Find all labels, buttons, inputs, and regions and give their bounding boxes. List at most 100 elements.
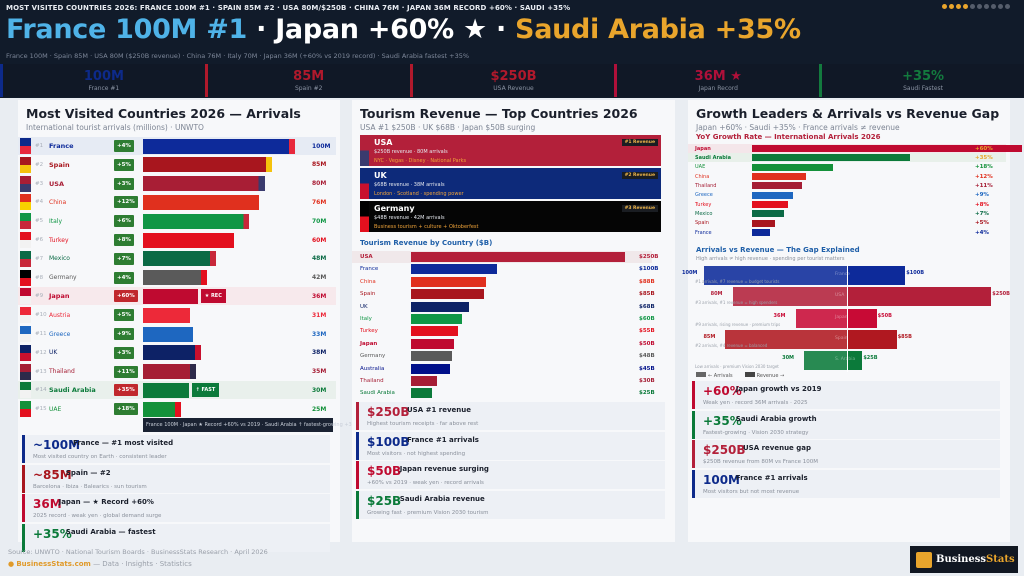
arrivals-value: 30M xyxy=(312,386,327,394)
insight-title: Saudi Arabia — fastest xyxy=(65,527,156,536)
gap-row[interactable]: 80M $250B USA #3 arrivals, #1 revenue = hig… xyxy=(688,287,1010,307)
card-desc: $48B revenue · 42M arrivals xyxy=(374,215,445,221)
revenue-row[interactable]: Japan $50B xyxy=(352,338,655,350)
growth-row[interactable]: Greece +9% xyxy=(688,191,1006,200)
revenue-card[interactable]: USA $250B revenue · 80M arrivals NYC · Veg… xyxy=(360,135,661,166)
kpi-card: 85M Spain #2 xyxy=(204,64,410,97)
insight-title: Japan growth vs 2019 xyxy=(735,385,822,393)
growth-bar xyxy=(752,191,793,199)
growth-row[interactable]: Thailand +11% xyxy=(688,181,1006,190)
growth-value: +8% xyxy=(975,201,989,208)
growth-row[interactable]: Japan +60% xyxy=(688,144,1022,153)
revenue-row[interactable]: UK $68B xyxy=(352,301,655,313)
insight-value: +35% xyxy=(703,413,742,428)
gap-row[interactable]: 100M $100B France #1 arrivals, #7 revenue =… xyxy=(682,266,1008,285)
page-dot[interactable] xyxy=(970,4,975,9)
growth-bar xyxy=(752,210,784,218)
arrivals-row[interactable]: #3 USA +3% 80M xyxy=(18,175,336,193)
revenue-row[interactable]: Spain $85B xyxy=(352,288,655,300)
growth-badge: +12% xyxy=(114,196,138,209)
arrivals-bar xyxy=(143,232,235,248)
arrivals-value: 42M xyxy=(312,274,327,282)
gap-row[interactable]: 36M $50B Japan #9 arrivals, rising revenue … xyxy=(688,308,1008,328)
footer-brand: ● BusinessStats.com — Data · Insights · … xyxy=(8,560,192,568)
growth-row[interactable]: Spain +5% xyxy=(688,219,1006,228)
revenue-row[interactable]: China $88B xyxy=(352,276,655,288)
rank: #11 xyxy=(35,331,47,337)
arrivals-row[interactable]: #7 Mexico +7% 48M xyxy=(18,250,336,268)
arrivals-value: 35M xyxy=(312,368,327,376)
arrivals-row[interactable]: #13 Thailand +11% 35M xyxy=(18,363,336,381)
gap-row[interactable]: 30M $25B S. Arabia Low arrivals · premium V… xyxy=(688,351,1008,371)
arrivals-row[interactable]: #2 Spain +5% 85M xyxy=(18,156,336,174)
page-dots[interactable] xyxy=(942,4,1010,9)
revenue-row[interactable]: Saudi Arabia $25B xyxy=(352,387,655,399)
arrivals-row[interactable]: #9 Japan +60% ★ REC 36M xyxy=(18,287,336,306)
revenue-row[interactable]: Germany $48B xyxy=(352,350,655,362)
page-dot[interactable] xyxy=(949,4,954,9)
growth-row[interactable]: France +4% xyxy=(688,228,1006,237)
arrivals-bar xyxy=(143,288,198,304)
rank: #4 xyxy=(35,199,44,206)
revenue-bar xyxy=(411,314,463,324)
revenue-bar xyxy=(411,301,470,312)
arrivals-row[interactable]: #14 Saudi Arabia +35% ↑ FAST 30M xyxy=(18,381,336,400)
page-dot[interactable] xyxy=(942,4,947,9)
flag-icon xyxy=(20,194,31,211)
growth-badge: +3% xyxy=(114,177,134,190)
growth-row[interactable]: Turkey +8% xyxy=(688,200,1006,209)
revenue-card[interactable]: UK $68B revenue · 38M arrivals London · Sc… xyxy=(360,168,661,199)
revenue-row[interactable]: Turkey $55B xyxy=(352,325,655,337)
country-name: Spain xyxy=(695,220,709,227)
page-dot[interactable] xyxy=(991,4,996,9)
revenue-row[interactable]: USA $250B xyxy=(352,251,659,263)
insight-title: USA revenue gap xyxy=(743,444,811,452)
page-dot[interactable] xyxy=(956,4,961,9)
revenue-value: $48B xyxy=(639,353,655,360)
page-dot[interactable] xyxy=(1005,4,1010,9)
arrivals-row[interactable]: #6 Turkey +8% 60M xyxy=(18,231,336,249)
header-subtitle: France 100M · Spain 85M · USA 80M ($250B… xyxy=(6,52,470,60)
country-name: Australia xyxy=(360,365,385,372)
brand-link[interactable]: BusinessStats.com xyxy=(16,560,91,568)
arrivals-row[interactable]: #10 Austria +5% 31M xyxy=(18,306,336,324)
growth-row[interactable]: China +12% xyxy=(688,172,1006,181)
flag-icon xyxy=(20,307,31,324)
arrivals-row[interactable]: #8 Germany +4% 42M xyxy=(18,269,336,287)
revenue-row[interactable]: France $100B xyxy=(352,263,659,275)
revenue-card[interactable]: Germany $48B revenue · 42M arrivals Busine… xyxy=(360,201,661,232)
card-desc: $68B revenue · 38M arrivals xyxy=(374,182,445,188)
growth-row[interactable]: Mexico +7% xyxy=(688,209,1006,218)
arrivals-row[interactable]: #12 UK +3% 38M xyxy=(18,344,336,362)
flag-icon xyxy=(20,269,31,286)
insight-title: Saudi Arabia revenue xyxy=(399,494,485,503)
page-dot[interactable] xyxy=(998,4,1003,9)
kpi-card: $250B USA Revenue xyxy=(409,64,615,97)
arrivals-row[interactable]: #1 France +4% 100M xyxy=(18,137,336,155)
gap-note: #1 arrivals, #7 revenue = budget tourist… xyxy=(695,279,780,284)
revenue-bar xyxy=(848,351,863,371)
arrivals-row[interactable]: #11 Greece +9% 33M xyxy=(18,325,336,343)
page-dot[interactable] xyxy=(977,4,982,9)
arrivals-row[interactable]: #4 China +12% 76M xyxy=(18,193,336,211)
gap-chart-title: Arrivals vs Revenue — The Gap Explained xyxy=(696,246,860,254)
arrivals-row[interactable]: #15 UAE +18% 25M xyxy=(18,400,336,418)
revenue-value: $88B xyxy=(639,278,655,285)
revenue-row[interactable]: Italy $60B xyxy=(352,313,655,325)
page-dot[interactable] xyxy=(963,4,968,9)
headline-saudi: Saudi Arabia +35% xyxy=(515,14,801,45)
revenue-row[interactable]: Thailand $30B xyxy=(352,375,655,387)
growth-value: +9% xyxy=(975,192,989,199)
insight-sub: Most visitors · not highest spending xyxy=(367,450,466,457)
arrivals-value: 48M xyxy=(312,255,327,263)
growth-row[interactable]: UAE +18% xyxy=(688,163,1006,172)
insight-value: ~100M xyxy=(33,438,81,452)
kpi-value: 36M ★ xyxy=(694,69,742,84)
country-name: UK xyxy=(49,349,58,357)
revenue-row[interactable]: Australia $45B xyxy=(352,363,655,375)
arrivals-row[interactable]: #5 Italy +6% 70M xyxy=(18,212,336,230)
gap-row[interactable]: 85M $85B Spain #2 arrivals, #4 revenue = ba… xyxy=(688,329,1008,349)
page-dot[interactable] xyxy=(984,4,989,9)
revenue-value: $25B xyxy=(639,390,655,397)
growth-row[interactable]: Saudi Arabia +35% xyxy=(688,153,1006,163)
